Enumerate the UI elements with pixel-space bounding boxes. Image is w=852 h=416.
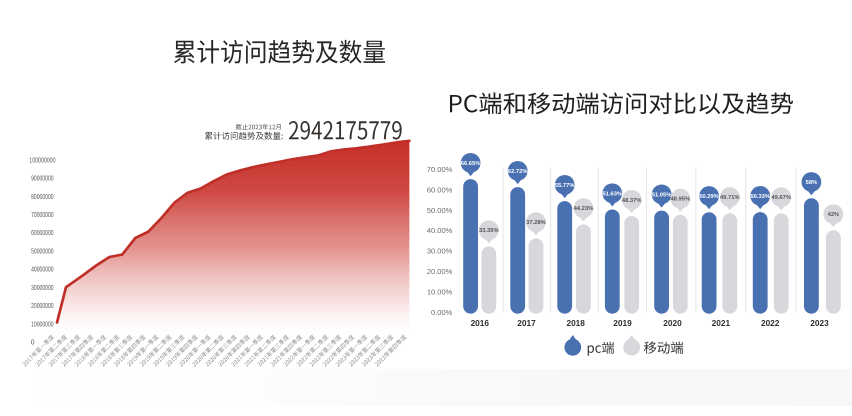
svg-text:37.28%: 37.28% [526,220,546,226]
svg-text:0: 0 [31,340,35,347]
svg-text:48.37%: 48.37% [622,198,642,204]
svg-text:50.29%: 50.29% [699,194,719,200]
svg-text:30000000: 30000000 [31,285,54,292]
svg-text:40.00%: 40.00% [427,226,453,235]
svg-text:10.00%: 10.00% [427,288,453,297]
svg-text:90000000: 90000000 [31,176,54,183]
svg-text:2019: 2019 [613,318,632,328]
svg-text:2021: 2021 [712,318,731,328]
svg-text:49.67%: 49.67% [771,195,791,201]
svg-text:2018: 2018 [566,318,585,328]
svg-text:40000000: 40000000 [31,267,54,274]
svg-text:62.72%: 62.72% [508,169,528,175]
svg-text:66.65%: 66.65% [461,161,481,167]
svg-text:2023: 2023 [810,318,829,328]
svg-text:42%: 42% [828,212,840,218]
svg-text:20.00%: 20.00% [427,267,453,276]
svg-text:49.71%: 49.71% [720,195,740,201]
svg-text:50000000: 50000000 [31,249,54,256]
svg-text:70.00%: 70.00% [427,165,453,174]
svg-text:0.00%: 0.00% [431,308,453,317]
svg-text:50.33%: 50.33% [750,194,770,200]
svg-text:2016: 2016 [471,318,490,328]
svg-text:60000000: 60000000 [31,230,54,237]
svg-text:80000000: 80000000 [31,194,54,201]
svg-text:48.95%: 48.95% [670,197,690,203]
svg-text:51.63%: 51.63% [602,191,622,197]
svg-text:20000000: 20000000 [31,303,54,310]
svg-text:2022: 2022 [761,318,780,328]
svg-text:55.77%: 55.77% [555,183,575,189]
svg-text:10000000: 10000000 [31,321,54,328]
svg-text:2020: 2020 [663,318,682,328]
svg-text:60.00%: 60.00% [427,185,453,194]
svg-text:100000000: 100000000 [29,157,55,164]
svg-text:50.00%: 50.00% [427,206,453,215]
svg-text:44.23%: 44.23% [574,206,594,212]
svg-text:58%: 58% [806,180,818,186]
svg-text:2017: 2017 [517,318,536,328]
svg-text:30.00%: 30.00% [427,247,453,256]
svg-text:51.05%: 51.05% [652,192,672,198]
svg-text:70000000: 70000000 [31,212,54,219]
svg-text:33.35%: 33.35% [479,228,499,234]
